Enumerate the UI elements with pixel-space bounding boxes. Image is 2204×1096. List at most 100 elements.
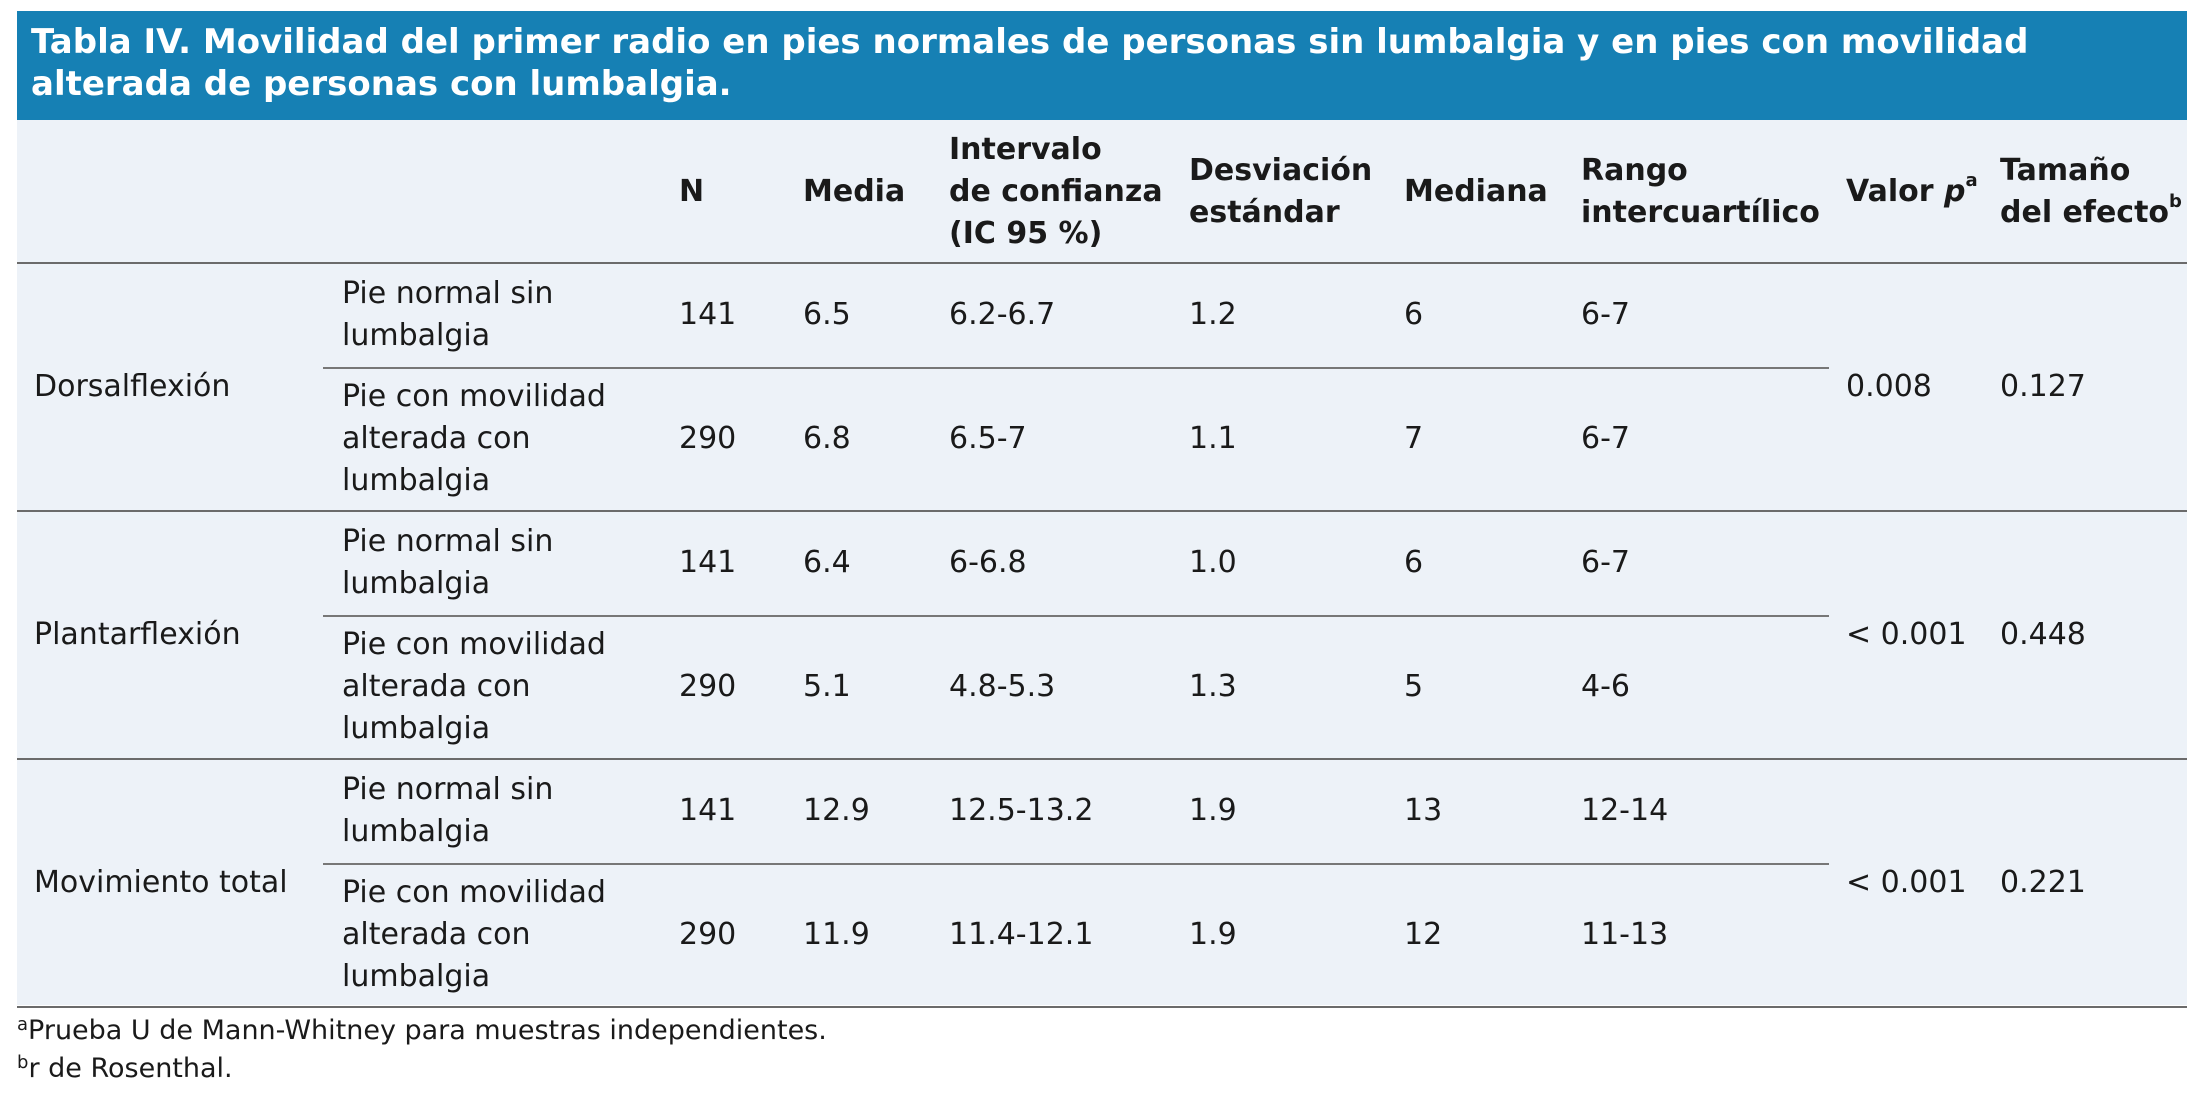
data-cell: 4.8-5.3 <box>949 615 1055 759</box>
group-label: Movimiento total <box>34 865 288 900</box>
row-divider <box>17 1006 2187 1008</box>
data-cell: 5.1 <box>803 615 851 759</box>
data-cell: 6-7 <box>1581 511 1630 615</box>
header-line: Rango <box>1581 152 1688 188</box>
footnote-marker: a <box>1965 169 1978 191</box>
data-cell: 290 <box>679 863 736 1007</box>
header-line: Tamaño <box>2000 152 2131 188</box>
data-cell: 1.0 <box>1189 511 1237 615</box>
subgroup-label: Pie con movilidad alterada con lumbalgia <box>342 863 606 1007</box>
header-text: Valor <box>1846 173 1934 209</box>
cell-text: 12.5-13.2 <box>949 793 1094 828</box>
cell-text: 6.4 <box>803 545 851 580</box>
column-header: Media <box>803 120 905 263</box>
cell-text: 12 <box>1404 917 1443 952</box>
p-value-text: 0.008 <box>1846 369 1932 404</box>
header-line: Desviación <box>1189 152 1373 188</box>
effect-size: 0.448 <box>2000 511 2086 759</box>
cell-text: 6-7 <box>1581 297 1630 332</box>
cell-text: 6-6.8 <box>949 545 1027 580</box>
cell-text: 4.8-5.3 <box>949 669 1056 704</box>
subgroup-line: Pie normal sin <box>342 772 554 807</box>
cell-text: 1.9 <box>1189 917 1237 952</box>
subgroup-label: Pie con movilidad alterada con lumbalgia <box>342 367 606 511</box>
subgroup-line: Pie con movilidad <box>342 627 606 662</box>
footnote: br de Rosenthal. <box>17 1052 233 1085</box>
row-group-label: Movimiento total <box>34 759 288 1007</box>
effect-size-text: 0.221 <box>2000 865 2086 900</box>
data-cell: 141 <box>679 263 736 367</box>
column-header: Intervalo de confianza (IC 95 %) <box>949 120 1163 263</box>
effect-size-text: 0.448 <box>2000 617 2086 652</box>
header-line: N <box>679 173 705 209</box>
data-cell: 6-6.8 <box>949 511 1027 615</box>
row-divider <box>323 615 1829 617</box>
subgroup-line: Pie normal sin <box>342 276 554 311</box>
cell-text: 6.2-6.7 <box>949 297 1056 332</box>
subgroup-line: lumbalgia <box>342 318 491 353</box>
data-cell: 4-6 <box>1581 615 1630 759</box>
subgroup-line: lumbalgia <box>342 711 491 746</box>
header-line: (IC 95 %) <box>949 215 1103 251</box>
subgroup-line: Pie con movilidad <box>342 379 606 414</box>
column-header: N <box>679 120 704 263</box>
header-line: estándar <box>1189 194 1340 230</box>
header-line: de confianza <box>949 173 1163 209</box>
subgroup-line: Pie con movilidad <box>342 875 606 910</box>
data-cell: 11.4-12.1 <box>949 863 1093 1007</box>
subgroup-line: lumbalgia <box>342 959 491 994</box>
effect-size: 0.221 <box>2000 759 2086 1007</box>
group-label: Plantarflexión <box>34 617 241 652</box>
effect-size-text: 0.127 <box>2000 369 2086 404</box>
table: N Media Intervalo de confianza (IC 95 %) Desv… <box>17 120 2187 1008</box>
subgroup-line: alterada con <box>342 917 531 952</box>
cell-text: 141 <box>679 545 737 580</box>
cell-text: 12.9 <box>803 793 870 828</box>
cell-text: 6 <box>1404 297 1424 332</box>
header-line: Mediana <box>1404 173 1548 209</box>
cell-text: 1.0 <box>1189 545 1237 580</box>
data-cell: 6-7 <box>1581 263 1630 367</box>
header-italic: p <box>1943 173 1966 209</box>
row-group-label: Plantarflexión <box>34 511 241 759</box>
cell-text: 1.1 <box>1189 421 1237 456</box>
data-cell: 12 <box>1404 863 1442 1007</box>
data-cell: 1.2 <box>1189 263 1237 367</box>
cell-text: 6-7 <box>1581 421 1630 456</box>
cell-text: 13 <box>1404 793 1443 828</box>
column-header: Mediana <box>1404 120 1548 263</box>
cell-text: 6-7 <box>1581 545 1630 580</box>
subgroup-line: alterada con <box>342 669 531 704</box>
data-cell: 12-14 <box>1581 759 1668 863</box>
header-line: Valor pa <box>1846 169 1978 213</box>
subgroup-line: lumbalgia <box>342 566 491 601</box>
footnote-text: Prueba U de Mann-Whitney para muestras i… <box>28 1015 827 1046</box>
cell-text: 11.9 <box>803 917 870 952</box>
group-label: Dorsalflexión <box>34 369 231 404</box>
column-header: Valor pa <box>1846 120 1978 263</box>
cell-text: 290 <box>679 669 737 704</box>
cell-text: 7 <box>1404 421 1424 456</box>
column-header: Rango intercuartílico <box>1581 120 1820 263</box>
cell-text: 6 <box>1404 545 1424 580</box>
row-group-label: Dorsalflexión <box>34 263 230 511</box>
p-value: < 0.001 <box>1846 511 1967 759</box>
data-cell: 290 <box>679 367 736 511</box>
data-cell: 6.5 <box>803 263 851 367</box>
cell-text: 1.9 <box>1189 793 1237 828</box>
cell-text: 4-6 <box>1581 669 1630 704</box>
header-line: Media <box>803 173 906 209</box>
p-value-text: < 0.001 <box>1846 617 1967 652</box>
cell-text: 1.3 <box>1189 669 1237 704</box>
data-cell: 6 <box>1404 511 1423 615</box>
cell-text: 290 <box>679 421 737 456</box>
cell-text: 11-13 <box>1581 917 1669 952</box>
row-divider <box>323 863 1829 865</box>
p-value: 0.008 <box>1846 263 1932 511</box>
footnote-marker: b <box>17 1052 29 1073</box>
data-cell: 11.9 <box>803 863 870 1007</box>
footnote: aPrueba U de Mann-Whitney para muestras … <box>17 1015 827 1047</box>
data-cell: 7 <box>1404 367 1423 511</box>
cell-text: 290 <box>679 917 737 952</box>
